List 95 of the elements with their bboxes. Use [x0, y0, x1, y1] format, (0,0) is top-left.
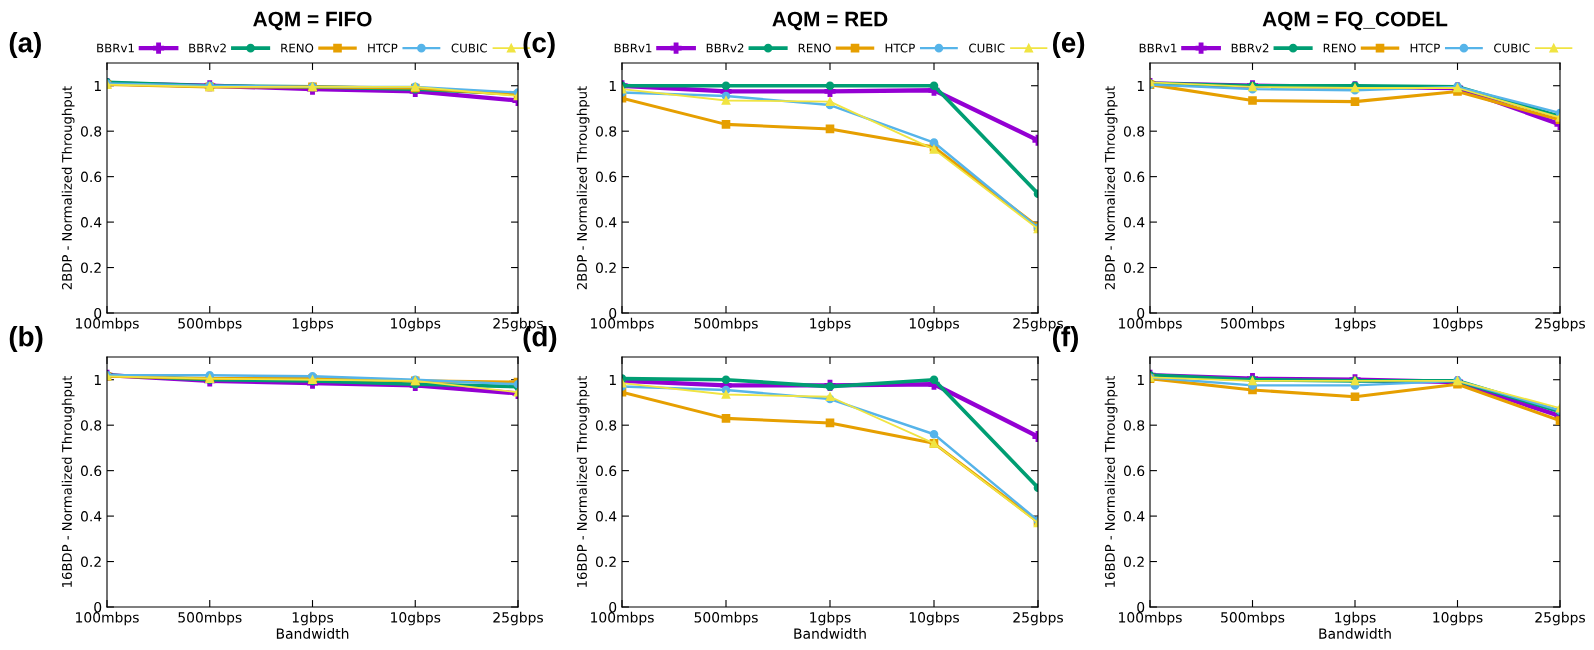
y-axis-title: 2BDP - Normalized Throughput [1104, 86, 1118, 290]
y-tick-label: 1 [609, 80, 616, 91]
y-tick-label: 1 [1137, 80, 1144, 91]
text: (e) [1052, 32, 1085, 58]
y-tick-label: 0 [94, 601, 102, 613]
x-tick-label: 500mbps [694, 317, 758, 332]
y-axis-title: 16BDP - Normalized Throughput [1104, 375, 1118, 587]
legend-label: BBRv1 [614, 43, 652, 53]
x-tick-label: 100mbps [591, 611, 654, 626]
y-tick-label: 1 [94, 374, 101, 385]
y-tick-label: 0.2 [1123, 262, 1144, 274]
x-tick-label: 500mbps [1221, 317, 1285, 332]
legend-label: BBRv2 [706, 43, 744, 53]
x-tick-label: 100mbps [591, 317, 654, 332]
y-tick-label: 0 [94, 307, 102, 319]
y-tick-label: 0.6 [1123, 171, 1145, 183]
y-axis-title: 16BDP - Normalized Throughput [61, 375, 75, 587]
text: (b) [9, 326, 43, 352]
x-axis-title: Bandwidth [1319, 628, 1391, 639]
y-tick-label: 0.2 [80, 262, 101, 274]
x-tick-label: 25gbps [1013, 611, 1063, 626]
y-tick-label: 0.4 [1123, 511, 1145, 522]
x-tick-label: 1gbps [1335, 317, 1376, 332]
y-tick-label: 0.8 [80, 126, 102, 137]
y-tick-label: 0.6 [595, 465, 617, 477]
y-tick-label: 0.4 [1123, 217, 1145, 228]
x-tick-label: 10gbps [909, 611, 959, 626]
x-tick-label: 500mbps [1221, 611, 1285, 626]
x-tick-label: 10gbps [909, 317, 959, 332]
x-tick-label: 25gbps [1535, 611, 1585, 626]
x-tick-label: 1gbps [810, 317, 851, 332]
x-tick-label: 10gbps [391, 611, 441, 626]
chart-title: AQM = RED [772, 11, 888, 31]
y-tick-label: 1 [94, 80, 101, 91]
y-tick-label: 0.4 [595, 511, 617, 522]
x-tick-label: 100mbps [1119, 317, 1182, 332]
x-tick-label: 100mbps [1119, 611, 1182, 626]
y-tick-label: 1 [609, 374, 616, 385]
y-tick-label: 0.6 [80, 465, 102, 477]
x-tick-label: 100mbps [76, 317, 139, 332]
y-tick-label: 0.8 [1123, 420, 1145, 431]
y-tick-label: 0.8 [595, 126, 617, 137]
x-tick-label: 1gbps [1335, 611, 1376, 626]
x-tick-label: 10gbps [1433, 611, 1483, 626]
y-tick-label: 1 [1137, 374, 1144, 385]
legend-label: BBRv2 [1231, 43, 1269, 53]
x-tick-label: 25gbps [493, 611, 543, 626]
x-tick-label: 10gbps [1433, 317, 1483, 332]
legend-label: HTCP [368, 43, 398, 53]
y-tick-label: 0 [609, 307, 617, 319]
legend-label: CUBIC [1494, 43, 1530, 53]
y-tick-label: 0 [1137, 307, 1145, 319]
x-tick-label: 500mbps [178, 317, 242, 332]
y-tick-label: 0 [609, 601, 617, 613]
y-tick-label: 0.2 [1123, 556, 1144, 568]
x-tick-label: 1gbps [292, 611, 334, 626]
text: (c) [523, 32, 555, 58]
legend-label: CUBIC [969, 43, 1005, 53]
y-tick-label: 0.6 [80, 171, 102, 183]
y-tick-label: 0.4 [595, 217, 617, 228]
x-axis-title: Bandwidth [794, 628, 866, 639]
legend-label: HTCP [1410, 43, 1440, 53]
y-tick-label: 0.8 [1123, 126, 1145, 137]
y-tick-label: 0.8 [80, 420, 102, 431]
chart-title: AQM = FQ_CODEL [1262, 11, 1448, 31]
x-tick-label: 10gbps [391, 317, 441, 332]
legend-label: RENO [798, 43, 831, 53]
y-axis-title: 16BDP - Normalized Throughput [576, 375, 590, 587]
y-axis-title: 2BDP - Normalized Throughput [576, 86, 590, 290]
y-tick-label: 0.6 [1123, 465, 1145, 477]
legend-label: BBRv1 [97, 43, 134, 53]
legend-label: HTCP [885, 43, 915, 53]
y-tick-label: 0.2 [80, 556, 101, 568]
text: (a) [9, 32, 41, 58]
x-tick-label: 500mbps [694, 611, 758, 626]
y-tick-label: 0.4 [80, 511, 102, 522]
x-tick-label: 1gbps [810, 611, 851, 626]
x-tick-label: 1gbps [292, 317, 334, 332]
x-tick-label: 500mbps [178, 611, 242, 626]
y-tick-label: 0.6 [595, 171, 617, 183]
legend-label: RENO [281, 43, 314, 53]
y-tick-label: 0.2 [595, 262, 616, 274]
y-tick-label: 0 [1137, 601, 1145, 613]
y-tick-label: 0.2 [595, 556, 616, 568]
x-tick-label: 100mbps [76, 611, 139, 626]
chart-title: AQM = FIFO [253, 11, 372, 31]
x-tick-label: 25gbps [1535, 317, 1585, 332]
x-axis-title: Bandwidth [276, 628, 349, 639]
y-axis-title: 2BDP - Normalized Throughput [61, 86, 75, 290]
legend-label: RENO [1323, 43, 1356, 53]
y-tick-label: 0.8 [595, 420, 617, 431]
y-tick-label: 0.4 [80, 217, 102, 228]
legend-label: BBRv2 [189, 43, 226, 53]
legend-label: BBRv1 [1139, 43, 1177, 53]
legend-label: CUBIC [451, 43, 487, 53]
